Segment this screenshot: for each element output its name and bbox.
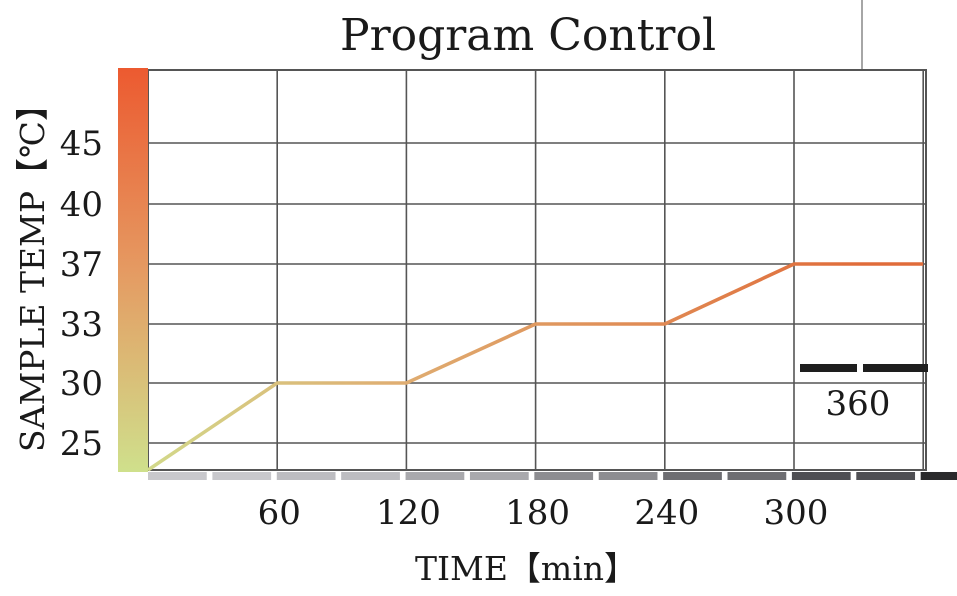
x-axis-segment: [276, 472, 336, 480]
plot-frame: [147, 69, 927, 471]
y-color-bar: [118, 68, 148, 472]
end-marker-bar-left: [800, 364, 857, 372]
y-axis-label: SAMPLE TEMP【℃】: [13, 88, 52, 452]
x-axis-segment: [791, 472, 851, 480]
x-axis-segment: [663, 472, 722, 480]
y-tick-label: 40: [60, 185, 103, 225]
x-tick-label: 300: [764, 493, 829, 533]
x-axis-segment: [341, 472, 400, 480]
x-axis-segment: [856, 472, 916, 480]
x-tick-label: 240: [634, 493, 699, 533]
y-tick-label: 37: [60, 245, 103, 285]
x-axis-segment: [469, 472, 529, 480]
y-tick-labels: 25 30 33 37 40 45: [60, 124, 103, 464]
x-axis-segment: [405, 472, 465, 480]
x-axis-segment: [727, 472, 787, 480]
y-tick-label: 25: [60, 424, 103, 464]
x-tick-labels: 60 120 180 240 300: [258, 493, 829, 533]
x-tick-label: 60: [258, 493, 301, 533]
grid: [148, 70, 926, 470]
end-marker: 360: [800, 364, 928, 424]
y-tick-label: 30: [60, 364, 103, 404]
y-tick-label: 45: [60, 124, 103, 164]
chart-title: Program Control: [340, 10, 716, 61]
series-line: [147, 262, 924, 472]
x-axis-label: TIME【min】: [415, 549, 637, 588]
end-marker-bar-right: [863, 364, 928, 372]
x-axis-segment: [534, 472, 594, 480]
x-axis-segment: [598, 472, 658, 480]
x-axis-segment: [212, 472, 272, 480]
y-tick-label: 33: [60, 305, 103, 345]
x-axis-segment: [148, 472, 207, 480]
end-marker-label: 360: [826, 384, 891, 424]
x-tick-label: 120: [376, 493, 441, 533]
x-tick-label: 180: [505, 493, 570, 533]
x-axis-segment-bar: [148, 472, 957, 480]
x-axis-segment: [920, 472, 957, 480]
